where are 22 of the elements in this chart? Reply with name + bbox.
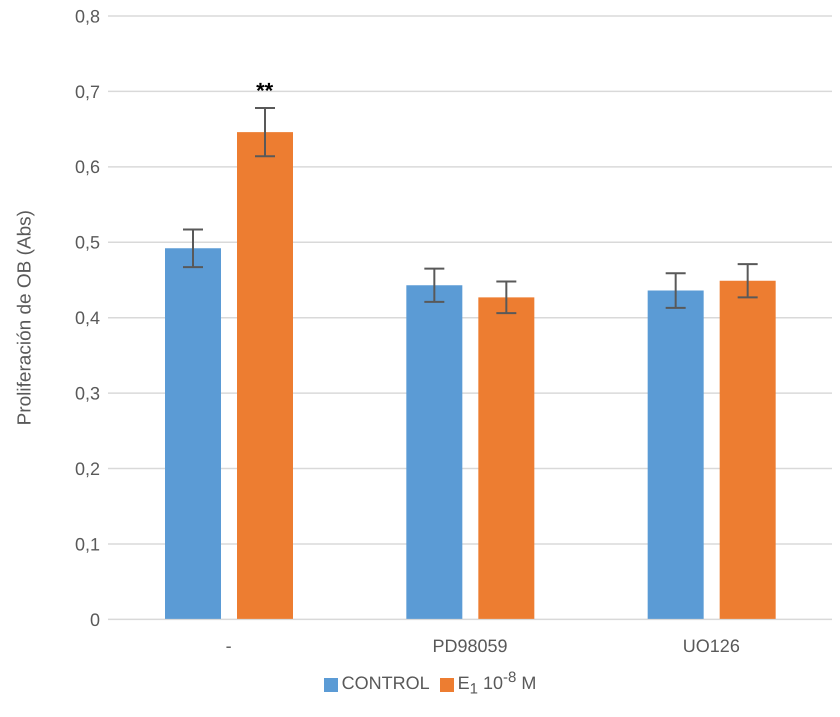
y-tick-label: 0,6 <box>74 157 100 178</box>
bar <box>165 248 221 620</box>
x-tick-label: - <box>226 636 232 656</box>
bar <box>720 280 776 620</box>
bar <box>478 297 534 620</box>
y-tick-label: 0,8 <box>74 6 100 26</box>
y-tick-label: 0,4 <box>74 308 100 328</box>
y-axis-title: Proliferación de OB (Abs) <box>14 210 36 426</box>
x-tick-label: UO126 <box>682 636 740 656</box>
annotation: ** <box>256 78 274 104</box>
legend-label: E$_{1}$ 10$^{-8}$ M <box>458 669 536 698</box>
y-tick-label: 0 <box>90 610 100 630</box>
bar <box>406 285 462 620</box>
y-tick-label: 0,5 <box>74 232 100 253</box>
legend-label: CONTROL <box>342 673 430 694</box>
y-tick-label: 0,3 <box>74 384 100 404</box>
bar <box>237 132 293 620</box>
y-tick-label: 0,1 <box>74 534 100 554</box>
x-tick-label: PD98059 <box>432 636 508 656</box>
bar <box>648 290 704 620</box>
y-tick-label: 0,2 <box>74 458 100 479</box>
y-tick-label: 0,7 <box>74 82 100 102</box>
